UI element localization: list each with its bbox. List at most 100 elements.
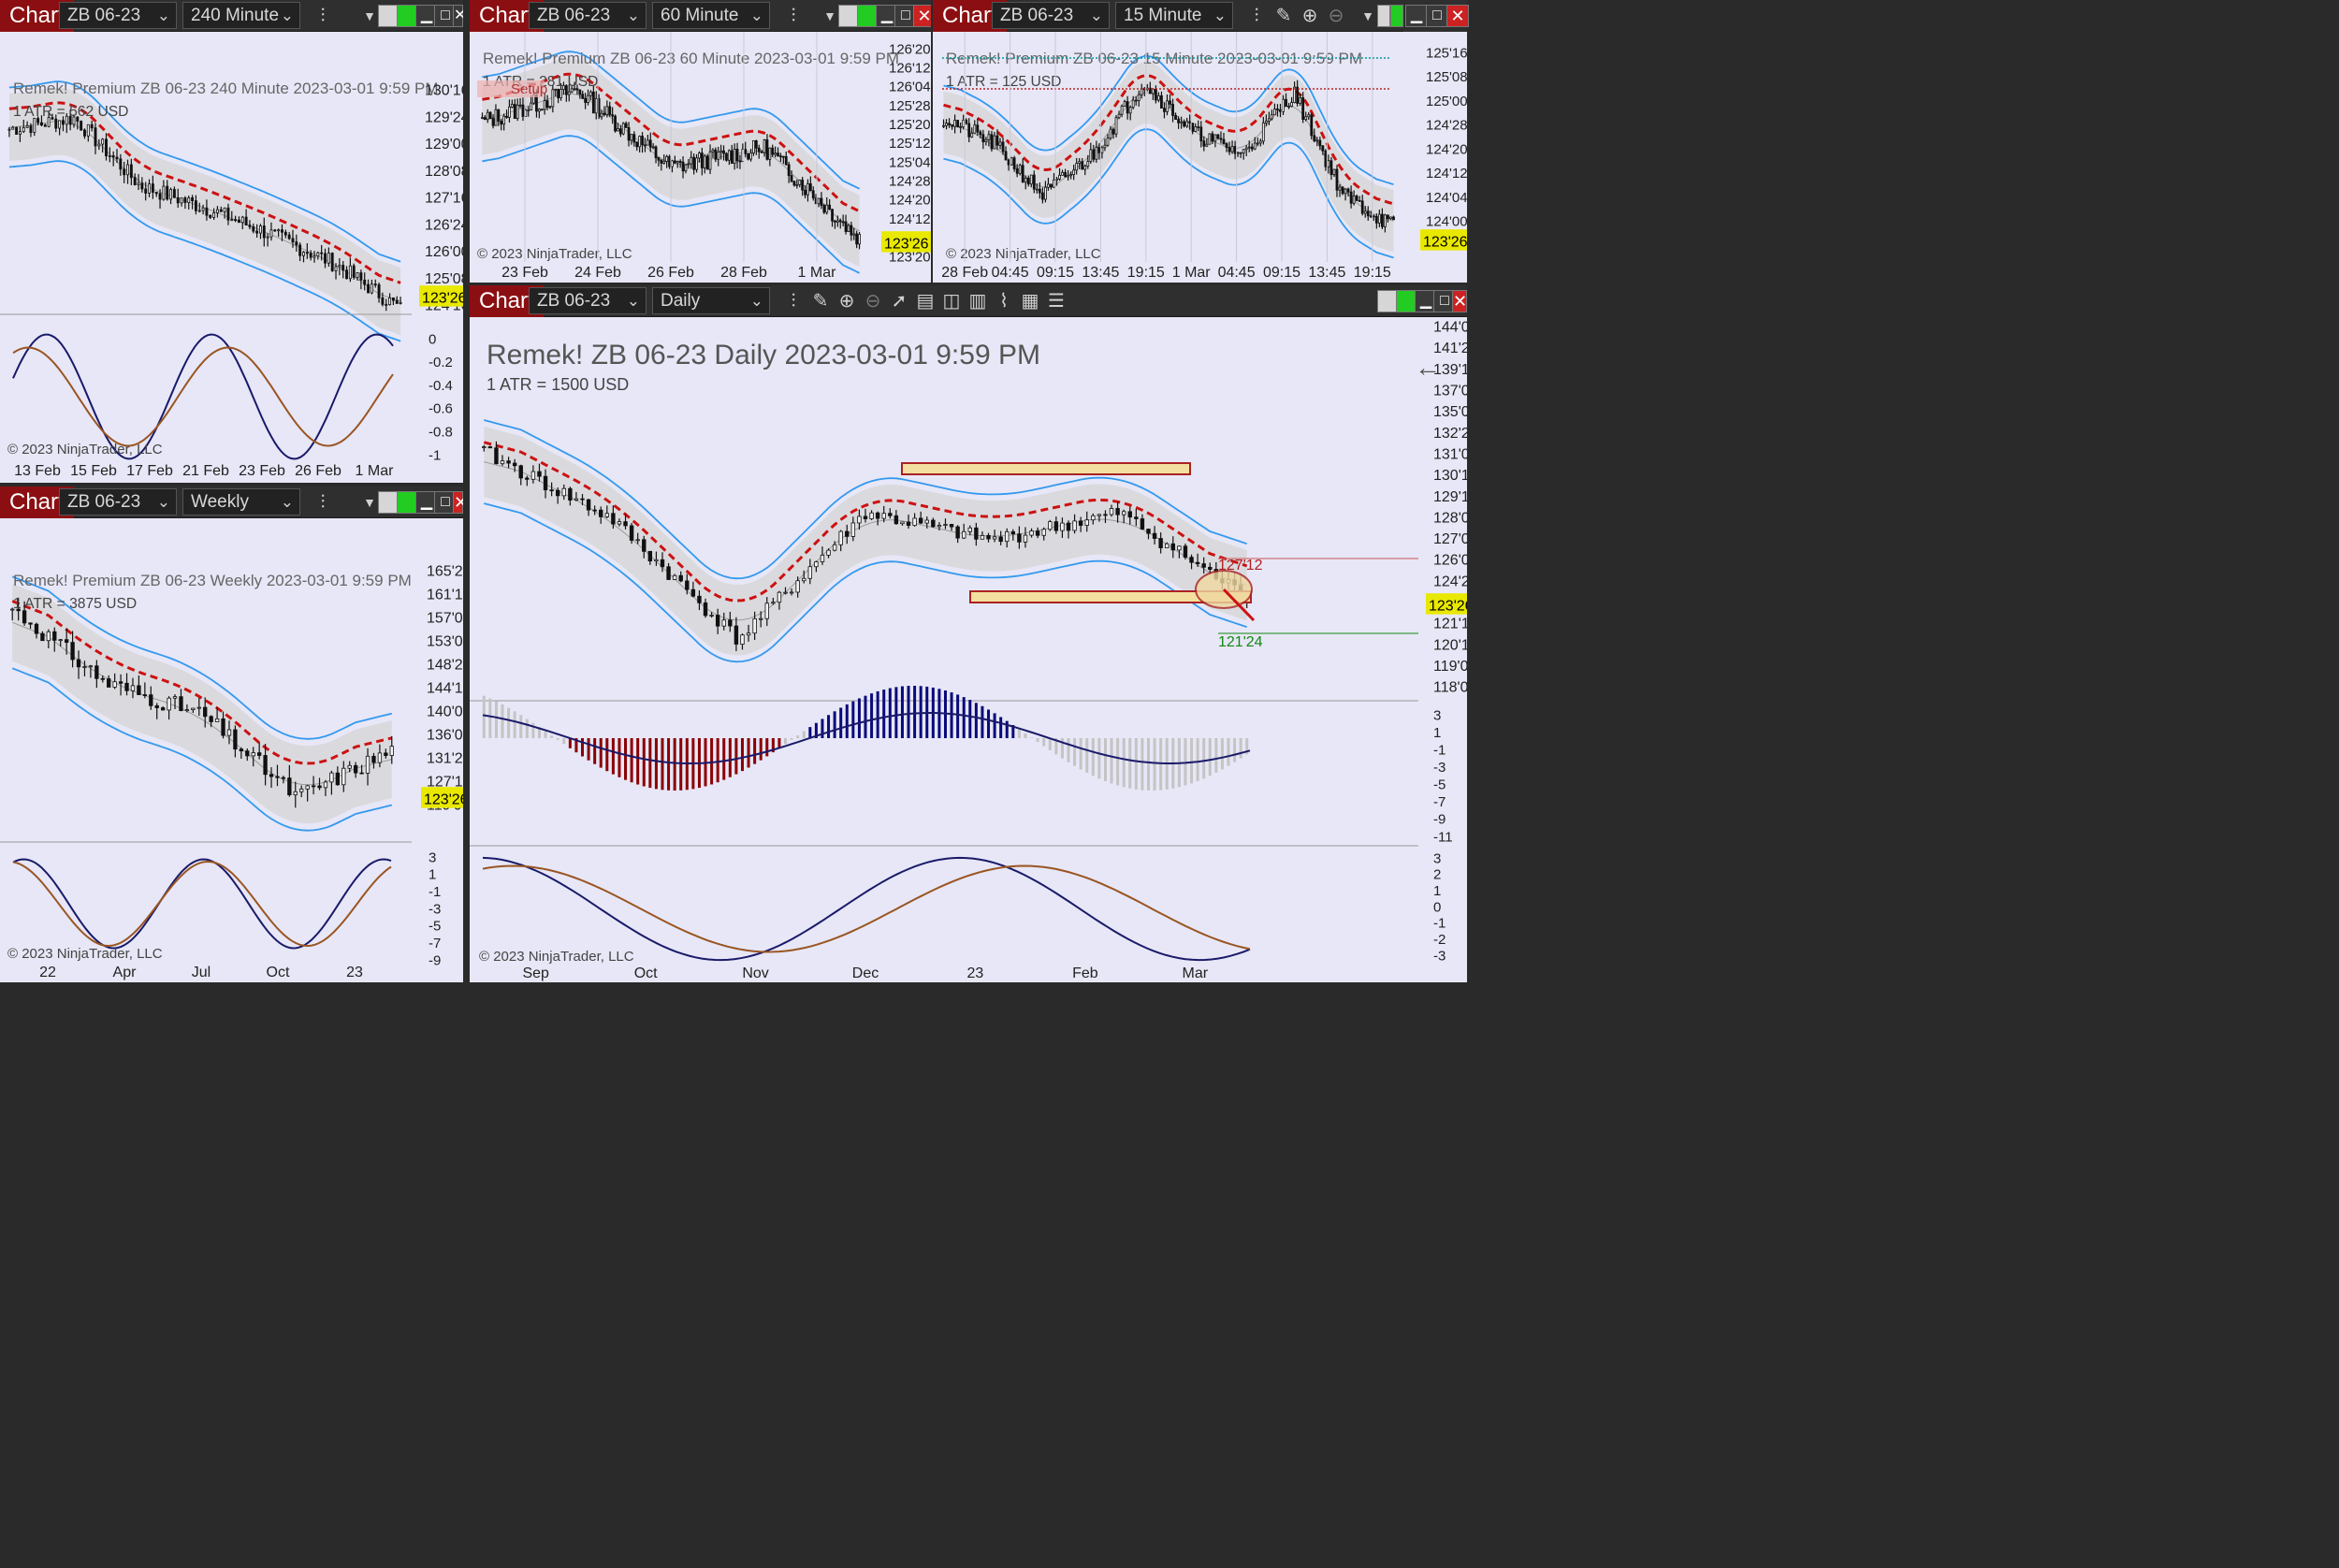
- drawing-tool-icon[interactable]: ✎: [1275, 6, 1292, 26]
- close-icon[interactable]: ✕: [1446, 5, 1469, 27]
- y-tick-label: 118'04: [1433, 680, 1467, 696]
- instrument-select[interactable]: ZB 06-23 ⌄: [59, 488, 177, 515]
- close-icon[interactable]: ✕: [1452, 290, 1467, 312]
- candle-body: [1029, 174, 1033, 185]
- candle-body: [330, 253, 334, 271]
- x-tick-label: Sep: [522, 965, 549, 981]
- histogram-bar: [507, 707, 511, 738]
- instrument-select[interactable]: ZB 06-23 ⌄: [992, 2, 1110, 29]
- zoom-out-icon[interactable]: ⊖: [1328, 6, 1344, 26]
- histogram-bar: [1073, 738, 1077, 766]
- dropdown-arrow-icon[interactable]: ▼: [1361, 8, 1374, 23]
- candle-body: [980, 534, 985, 540]
- indicators-icon[interactable]: ▥: [968, 291, 987, 312]
- histogram-bar: [1220, 738, 1224, 770]
- y-tick-label: -9: [1433, 812, 1446, 828]
- green-button[interactable]: [1390, 5, 1403, 27]
- dropdown-arrow-icon[interactable]: ▼: [823, 8, 836, 23]
- interval-select[interactable]: 60 Minute ⌄: [652, 2, 770, 29]
- candle-body: [708, 151, 712, 170]
- dropdown-arrow-icon[interactable]: ▼: [363, 8, 376, 23]
- candle-body: [389, 746, 394, 756]
- candle-body: [875, 512, 880, 519]
- bar-style-icon[interactable]: ⫶: [791, 6, 796, 26]
- instrument-select[interactable]: ZB 06-23 ⌄: [529, 2, 646, 29]
- candle-body: [1239, 152, 1242, 154]
- candle-body: [608, 106, 612, 116]
- plot-area[interactable]: Remek! Premium ZB 06-23 Weekly 2023-03-0…: [0, 518, 463, 982]
- setup-box: [477, 80, 545, 97]
- bar-style-icon[interactable]: ⫶: [320, 492, 326, 513]
- list-icon[interactable]: ☰: [1048, 291, 1065, 312]
- candle-body: [252, 225, 255, 232]
- y-tick-label: 124'28: [889, 174, 931, 190]
- candle-body: [65, 115, 68, 125]
- candle-body: [385, 303, 388, 306]
- instrument-select[interactable]: ZB 06-23 ⌄: [529, 287, 646, 314]
- properties-icon[interactable]: ▦: [1021, 291, 1039, 312]
- candle-body: [1355, 196, 1358, 201]
- x-tick-label: 13:45: [1082, 265, 1119, 281]
- pointer-icon[interactable]: ➚: [891, 291, 908, 312]
- candle-body: [194, 200, 197, 211]
- plot-area[interactable]: Remek! ZB 06-23 Daily 2023-03-01 9:59 PM…: [470, 317, 1467, 982]
- instrument-select[interactable]: ZB 06-23 ⌄: [59, 2, 177, 29]
- zoom-out-icon[interactable]: ⊖: [864, 291, 881, 312]
- close-icon[interactable]: ✕: [913, 5, 931, 27]
- candle-body: [1389, 216, 1392, 220]
- histogram-bar: [993, 713, 996, 738]
- zoom-in-icon[interactable]: ⊕: [1301, 6, 1318, 26]
- histogram-bar: [962, 697, 966, 738]
- plot-area[interactable]: Remek! Premium ZB 06-23 15 Minute 2023-0…: [933, 32, 1403, 283]
- candle-body: [709, 615, 714, 617]
- bar-style-icon[interactable]: ⫶: [791, 291, 796, 312]
- zoom-in-icon[interactable]: ⊕: [838, 291, 855, 312]
- candle-body: [1115, 508, 1120, 515]
- minimize-icon[interactable]: ▁: [1405, 5, 1428, 27]
- panels-icon[interactable]: ◫: [942, 291, 961, 312]
- candle-body: [94, 127, 97, 147]
- histogram-bar: [796, 735, 800, 738]
- candle-body: [943, 524, 948, 526]
- plot-area[interactable]: Remek! Premium ZB 06-23 240 Minute 2023-…: [0, 32, 463, 483]
- maximize-icon[interactable]: □: [1426, 5, 1448, 27]
- data-box-icon[interactable]: ▤: [916, 291, 935, 312]
- dropdown-arrow-icon[interactable]: ▼: [363, 495, 376, 510]
- candle-body: [831, 209, 834, 222]
- plot-area[interactable]: Remek! Premium ZB 06-23 60 Minute 2023-0…: [470, 32, 931, 283]
- candle-body: [1177, 545, 1182, 551]
- interval-select[interactable]: 240 Minute ⌄: [182, 2, 300, 29]
- close-icon[interactable]: ✕: [453, 491, 463, 514]
- bar-style-icon[interactable]: ⫶: [1254, 6, 1259, 26]
- histogram-bar: [648, 738, 652, 789]
- histogram-bar: [747, 738, 750, 768]
- histogram-bar: [537, 727, 541, 738]
- candle-body: [245, 750, 250, 757]
- bar-style-icon[interactable]: ⫶: [320, 6, 326, 26]
- oscillator-line: [482, 856, 1251, 962]
- interval-select[interactable]: 15 Minute ⌄: [1115, 2, 1233, 29]
- drawing-tool-icon[interactable]: ✎: [812, 291, 829, 312]
- interval-select[interactable]: Daily ⌄: [652, 287, 770, 314]
- candle-body: [1197, 126, 1200, 128]
- chart-window-60: Chart ZB 06-23 ⌄ 60 Minute ⌄ ⫶ ▼ ▁ □ ✕ Rem…: [470, 0, 931, 283]
- window-toolbar: Chart ZB 06-23 ⌄ Daily ⌄ ⫶ ✎ ⊕ ⊖ ➚ ▤ ◫ ▥ ⌇…: [470, 285, 1467, 317]
- candle-body: [1384, 214, 1387, 227]
- interval-select[interactable]: Weekly ⌄: [182, 488, 300, 515]
- histogram-bar: [581, 738, 585, 757]
- strategies-icon[interactable]: ⌇: [999, 291, 1009, 312]
- candle-body: [491, 118, 495, 126]
- gray-button[interactable]: [1377, 5, 1390, 27]
- candle-body: [1044, 186, 1047, 200]
- candle-body: [298, 244, 302, 256]
- y-tick-label: 0: [1433, 899, 1441, 915]
- candle-body: [1341, 186, 1344, 195]
- candle-body: [22, 610, 27, 624]
- candle-body: [714, 149, 718, 160]
- candle-body: [953, 120, 957, 127]
- y-tick-label: 124'20: [1426, 141, 1467, 157]
- close-icon[interactable]: ✕: [453, 5, 463, 27]
- candle-body: [768, 147, 772, 160]
- chart-header: Remek! Premium ZB 06-23 15 Minute 2023-0…: [946, 50, 1362, 67]
- y-tick-label: -0.4: [429, 378, 453, 394]
